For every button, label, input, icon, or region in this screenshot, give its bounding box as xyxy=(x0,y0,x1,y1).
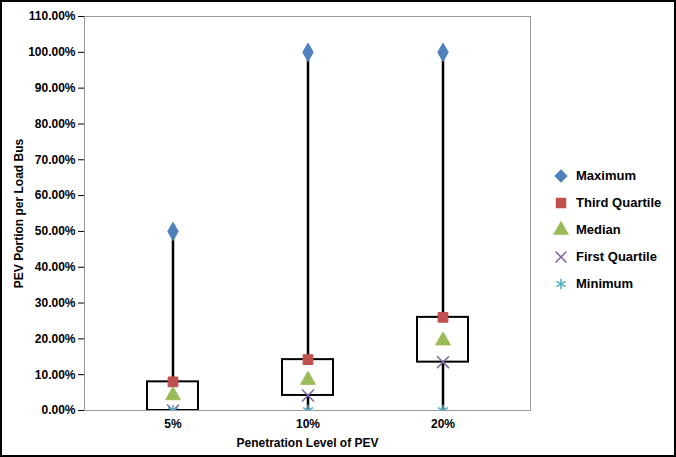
svg-text:80.00%: 80.00% xyxy=(35,117,76,131)
html-text:First Quartile: First Quartile xyxy=(576,249,657,264)
svg-text:20.00%: 20.00% xyxy=(35,332,76,346)
svg-text:40.00%: 40.00% xyxy=(35,260,76,274)
svg-text:10%: 10% xyxy=(296,417,320,431)
svg-text:PEV Portion per Load Bus: PEV Portion per Load Bus xyxy=(12,139,26,289)
svg-text:Penetration Level of PEV: Penetration Level of PEV xyxy=(236,436,378,450)
html-text:Median: Median xyxy=(576,222,621,237)
svg-text:90.00%: 90.00% xyxy=(35,81,76,95)
html-text:Third Quartile: Third Quartile xyxy=(576,195,662,210)
svg-text:100.00%: 100.00% xyxy=(28,45,76,59)
svg-text:50.00%: 50.00% xyxy=(35,224,76,238)
svg-text:110.00%: 110.00% xyxy=(29,9,76,23)
svg-text:20%: 20% xyxy=(431,417,455,431)
svg-text:70.00%: 70.00% xyxy=(35,153,76,167)
html-text:Minimum: Minimum xyxy=(576,276,634,291)
svg-text:60.00%: 60.00% xyxy=(35,188,76,202)
svg-text:5%: 5% xyxy=(164,417,182,431)
html-text:Maximum: Maximum xyxy=(576,168,636,183)
svg-text:0.00%: 0.00% xyxy=(41,403,75,417)
svg-text:10.00%: 10.00% xyxy=(35,368,76,382)
svg-text:30.00%: 30.00% xyxy=(35,296,76,310)
